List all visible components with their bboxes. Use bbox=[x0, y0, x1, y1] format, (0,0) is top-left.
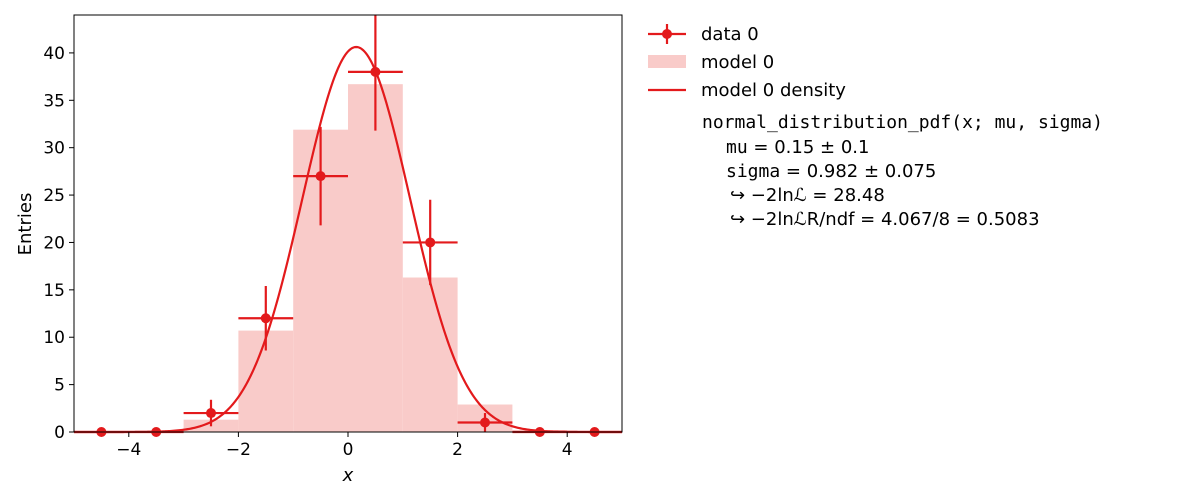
model-bar bbox=[348, 84, 403, 433]
model-bars bbox=[74, 84, 622, 433]
legend-label-model: model 0 bbox=[701, 52, 774, 73]
legend-data-marker bbox=[662, 29, 672, 39]
y-axis-ticks: 0 5 10 15 20 25 30 35 40 bbox=[43, 44, 74, 443]
x-tick-label: −2 bbox=[226, 440, 251, 460]
fit-function-args: (x; mu, sigma) bbox=[951, 112, 1103, 133]
x-axis-ticks: −4 −2 0 2 4 bbox=[116, 432, 573, 460]
fit-function: normal_distribution_pdf(x; mu, sigma) bbox=[702, 112, 1103, 133]
data-point bbox=[370, 66, 381, 77]
legend-label-density: model 0 density bbox=[701, 80, 846, 101]
x-tick-label: 0 bbox=[343, 440, 354, 460]
y-tick-label: 40 bbox=[43, 44, 65, 64]
fit-function-name: normal_distribution_pdf bbox=[702, 112, 951, 133]
y-tick-label: 25 bbox=[43, 186, 65, 206]
x-tick-label: 4 bbox=[562, 440, 573, 460]
x-tick-label: −4 bbox=[116, 440, 141, 460]
param-value-sigma: = 0.982 ± 0.075 bbox=[780, 161, 936, 182]
fit-line-ndf: ↪ −2lnℒR/ndf = 4.067/8 = 0.5083 bbox=[730, 209, 1040, 230]
y-tick-label: 30 bbox=[43, 139, 65, 159]
y-tick-label: 0 bbox=[54, 423, 65, 443]
param-name-mu: mu bbox=[726, 137, 748, 158]
data-point bbox=[480, 417, 490, 428]
fit-line-likelihood: ↪ −2lnℒ = 28.48 bbox=[730, 185, 885, 206]
y-tick-label: 5 bbox=[54, 376, 65, 396]
legend-label-data: data 0 bbox=[701, 24, 759, 45]
param-name-sigma: sigma bbox=[726, 161, 780, 182]
fit-result: normal_distribution_pdf(x; mu, sigma) mu… bbox=[702, 112, 1103, 230]
y-tick-label: 20 bbox=[43, 233, 65, 253]
param-value-mu: = 0.15 ± 0.1 bbox=[748, 137, 870, 158]
model-bar bbox=[402, 277, 458, 432]
y-tick-label: 15 bbox=[43, 281, 65, 301]
x-axis-label: x bbox=[342, 465, 354, 486]
data-point bbox=[315, 171, 326, 182]
y-axis-label: Entries bbox=[15, 193, 36, 256]
legend: data 0 model 0 model 0 density bbox=[648, 24, 846, 101]
y-tick-label: 35 bbox=[43, 91, 65, 111]
fit-line-mu: mu = 0.15 ± 0.1 bbox=[726, 137, 869, 158]
fit-line-sigma: sigma = 0.982 ± 0.075 bbox=[726, 161, 936, 182]
data-point bbox=[206, 408, 216, 419]
legend-model-swatch bbox=[648, 55, 686, 68]
x-tick-label: 2 bbox=[452, 440, 463, 460]
data-point bbox=[260, 313, 271, 324]
data-point bbox=[425, 237, 436, 248]
y-tick-label: 10 bbox=[43, 328, 65, 348]
